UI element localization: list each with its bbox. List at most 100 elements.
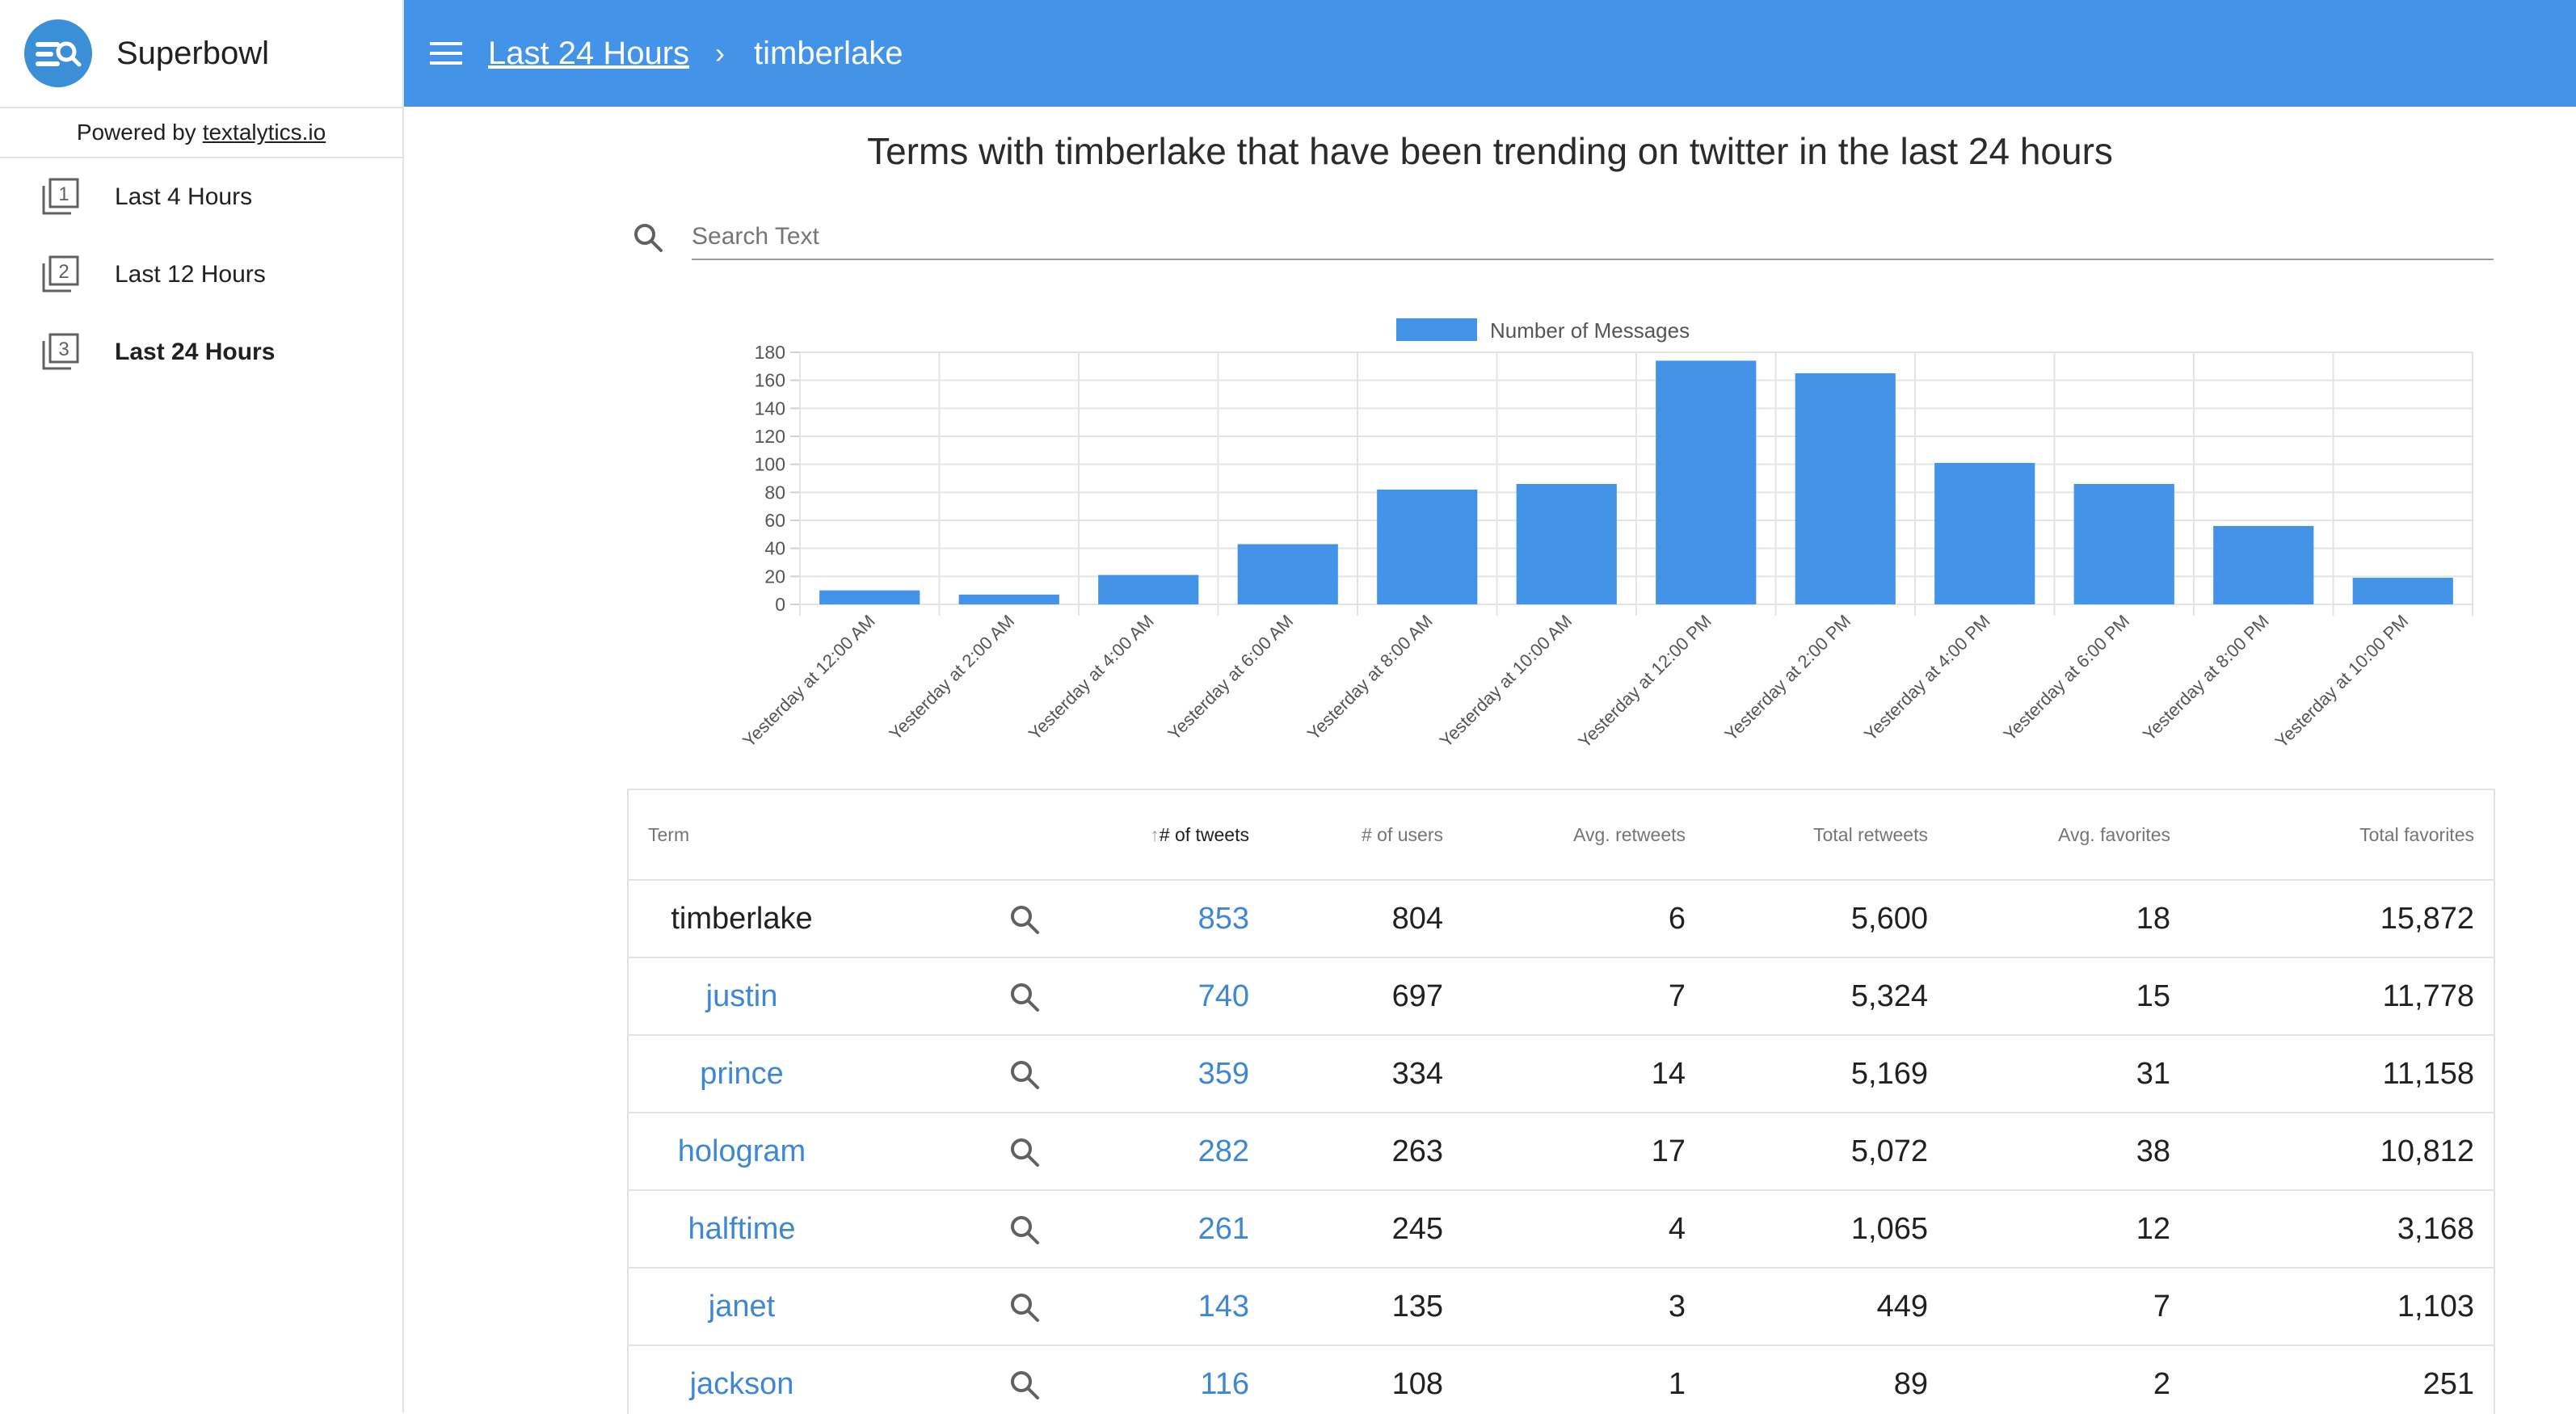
cell-total-favorites: 251 <box>2190 1345 2494 1414</box>
sidebar-item-icon-number: 3 <box>58 339 69 360</box>
sidebar-item-label: Last 24 Hours <box>115 339 276 365</box>
column-header-users[interactable]: # of users <box>1269 790 1463 881</box>
sidebar-nav: 1 Last 4 Hours 2 Last 12 Hours 3 Last 24 Hour… <box>0 158 402 391</box>
chart-bar <box>1098 574 1199 604</box>
terms-table: Term ↑# of tweets # of users Avg. retwee… <box>627 789 2495 1414</box>
top-app-bar: Last 24 Hours › timberlake <box>404 0 2576 107</box>
y-tick-label: 80 <box>764 482 785 503</box>
cell-avg-retweets: 17 <box>1463 1113 1705 1191</box>
cell-total-favorites: 11,778 <box>2190 957 2494 1036</box>
cell-tweets[interactable]: 740 <box>1059 957 1269 1036</box>
cell-tweets[interactable]: 282 <box>1059 1113 1269 1191</box>
cell-tweets[interactable]: 143 <box>1059 1268 1269 1346</box>
cell-tweets[interactable]: 359 <box>1059 1035 1269 1113</box>
cell-total-retweets: 5,600 <box>1705 880 1947 958</box>
x-tick-label: Yesterday at 4:00 AM <box>1025 611 1158 744</box>
table-row: halftime 261 245 4 1,065 12 3,168 <box>629 1190 2494 1269</box>
row-search-icon[interactable] <box>1008 1369 1041 1401</box>
x-tick-label: Yesterday at 6:00 PM <box>1999 611 2133 745</box>
row-search-icon[interactable] <box>1008 1136 1041 1168</box>
cell-avg-retweets: 1 <box>1463 1345 1705 1414</box>
x-tick-label: Yesterday at 2:00 AM <box>885 611 1018 744</box>
x-tick-label: Yesterday at 8:00 AM <box>1303 611 1437 744</box>
cell-users: 135 <box>1269 1268 1463 1346</box>
sidebar-item-last-4-hours[interactable]: 1 Last 4 Hours <box>0 158 402 236</box>
cell-term[interactable]: hologram <box>629 1113 836 1191</box>
column-header-avg-retweets[interactable]: Avg. retweets <box>1463 790 1705 881</box>
cell-avg-favorites: 15 <box>1947 957 2190 1036</box>
sort-arrow-up-icon: ↑ <box>1150 823 1160 845</box>
cell-tweets[interactable]: 853 <box>1059 880 1269 958</box>
cell-term[interactable]: halftime <box>629 1190 836 1269</box>
column-header-total-retweets[interactable]: Total retweets <box>1705 790 1947 881</box>
sidebar-item-icon-number: 2 <box>58 261 69 283</box>
cell-avg-favorites: 7 <box>1947 1268 2190 1346</box>
cell-total-retweets: 5,324 <box>1705 957 1947 1036</box>
column-header-term[interactable]: Term <box>629 790 1059 881</box>
x-tick-label: Yesterday at 10:00 AM <box>1436 611 1576 751</box>
cell-term-search <box>836 1268 1059 1346</box>
row-search-icon[interactable] <box>1008 1058 1041 1091</box>
powered-by: Powered by textalytics.io <box>0 108 402 158</box>
filter-1-icon: 1 <box>42 178 79 215</box>
powered-by-link[interactable]: textalytics.io <box>202 120 326 145</box>
x-tick-label: Yesterday at 2:00 PM <box>1720 611 1854 745</box>
app-title: Superbowl <box>116 35 270 71</box>
table-header-row: Term ↑# of tweets # of users Avg. retwee… <box>629 790 2494 881</box>
legend-label: Number of Messages <box>1490 318 1690 343</box>
table-row: janet 143 135 3 449 7 1,103 <box>629 1268 2494 1346</box>
x-tick-label: Yesterday at 4:00 PM <box>1860 611 1994 745</box>
cell-total-retweets: 449 <box>1705 1268 1947 1346</box>
y-tick-label: 20 <box>764 566 785 587</box>
y-tick-label: 100 <box>755 454 785 475</box>
row-search-icon[interactable] <box>1008 903 1041 936</box>
chart-bar <box>1934 462 2035 604</box>
menu-icon[interactable] <box>430 42 462 65</box>
chart-bar <box>1516 483 1617 604</box>
sidebar: Superbowl Powered by textalytics.io 1 Las… <box>0 0 404 1412</box>
cell-total-retweets: 89 <box>1705 1345 1947 1414</box>
cell-total-favorites: 15,872 <box>2190 880 2494 958</box>
cell-tweets[interactable]: 261 <box>1059 1190 1269 1269</box>
cell-avg-favorites: 31 <box>1947 1035 2190 1113</box>
cell-tweets[interactable]: 116 <box>1059 1345 1269 1414</box>
cell-avg-retweets: 6 <box>1463 880 1705 958</box>
cell-term[interactable]: janet <box>629 1268 836 1346</box>
breadcrumb-parent-link[interactable]: Last 24 Hours <box>488 35 690 71</box>
cell-avg-retweets: 3 <box>1463 1268 1705 1346</box>
chart-bar <box>819 590 920 604</box>
cell-total-retweets: 5,072 <box>1705 1113 1947 1191</box>
cell-total-retweets: 1,065 <box>1705 1190 1947 1269</box>
row-search-icon[interactable] <box>1008 1214 1041 1246</box>
breadcrumb-current: timberlake <box>754 35 903 71</box>
sidebar-item-last-24-hours[interactable]: 3 Last 24 Hours <box>0 314 402 391</box>
y-tick-label: 60 <box>764 510 785 531</box>
page-title: Terms with timberlake that have been tre… <box>867 130 2113 172</box>
row-search-icon[interactable] <box>1008 981 1041 1013</box>
search-input[interactable] <box>692 215 2494 260</box>
cell-total-retweets: 5,169 <box>1705 1035 1947 1113</box>
chart-bar <box>958 594 1059 604</box>
brand-header: Superbowl <box>0 0 402 108</box>
y-tick-label: 40 <box>764 538 785 559</box>
table-row: timberlake 853 804 6 5,600 18 15,872 <box>629 880 2494 958</box>
column-header-avg-favorites[interactable]: Avg. favorites <box>1947 790 2190 881</box>
cell-term-search <box>836 1035 1059 1113</box>
column-header-total-favorites[interactable]: Total favorites <box>2190 790 2494 881</box>
sidebar-item-label: Last 4 Hours <box>115 183 253 210</box>
cell-term-search <box>836 1345 1059 1414</box>
cell-avg-favorites: 38 <box>1947 1113 2190 1191</box>
column-header-tweets[interactable]: ↑# of tweets <box>1059 790 1269 881</box>
row-search-icon[interactable] <box>1008 1291 1041 1324</box>
x-tick-label: Yesterday at 8:00 PM <box>2139 611 2273 745</box>
cell-term[interactable]: jackson <box>629 1345 836 1414</box>
cell-avg-favorites: 2 <box>1947 1345 2190 1414</box>
legend-swatch <box>1396 318 1477 341</box>
cell-term[interactable]: prince <box>629 1035 836 1113</box>
x-tick-label: Yesterday at 12:00 PM <box>1574 611 1715 752</box>
cell-term[interactable]: justin <box>629 957 836 1036</box>
cell-users: 263 <box>1269 1113 1463 1191</box>
y-tick-label: 0 <box>775 594 785 615</box>
chart-bar <box>1795 373 1896 604</box>
sidebar-item-last-12-hours[interactable]: 2 Last 12 Hours <box>0 236 402 314</box>
